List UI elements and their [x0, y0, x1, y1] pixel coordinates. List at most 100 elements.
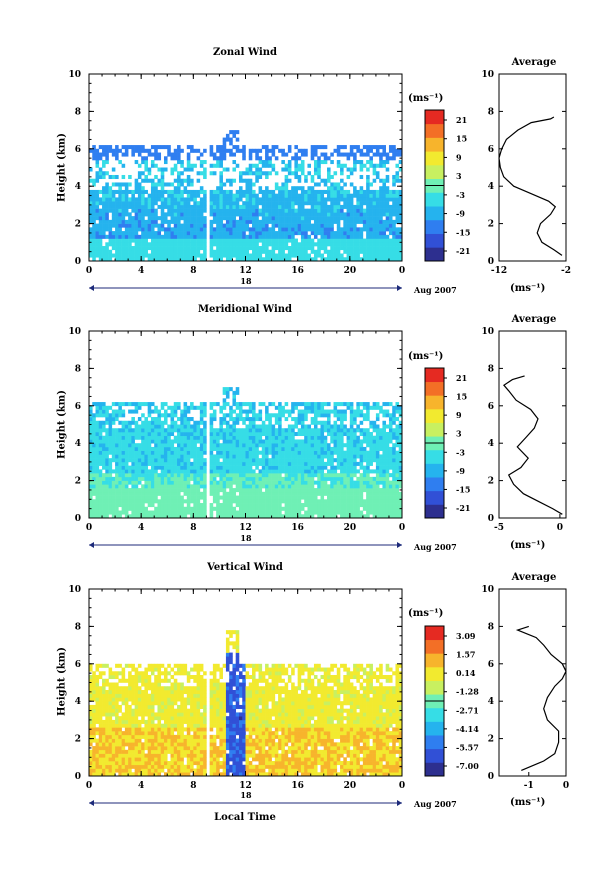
heatmap-cell — [245, 197, 250, 202]
heatmap-cell — [327, 402, 331, 407]
heatmap-cell — [323, 435, 328, 440]
heatmap-cell — [307, 171, 312, 176]
heatmap-cell — [255, 473, 259, 478]
heatmap-cell — [219, 152, 223, 157]
heatmap-cell — [124, 446, 129, 451]
heatmap-cell — [203, 439, 207, 444]
heatmap-cell — [372, 257, 377, 262]
heatmap-cell — [274, 417, 279, 422]
heatmap-cell — [310, 246, 315, 251]
heatmap-cell — [157, 246, 162, 251]
heatmap-cell — [105, 257, 109, 262]
heatmap-cell — [186, 182, 191, 187]
heatmap-cell — [108, 424, 113, 429]
heatmap-cell — [392, 156, 396, 161]
heatmap-cell — [193, 257, 197, 262]
heatmap-cell — [89, 484, 93, 489]
heatmap-cell — [369, 148, 373, 153]
heatmap-cell — [154, 193, 158, 198]
heatmap-cell — [297, 465, 302, 470]
heatmap-cell — [252, 417, 256, 422]
heatmap-cell — [89, 238, 93, 243]
heatmap-cell — [238, 402, 243, 407]
heatmap-cell — [340, 424, 344, 429]
heatmap-cell — [317, 473, 321, 478]
heatmap-cell — [111, 454, 116, 459]
heatmap-cell — [248, 473, 253, 478]
heatmap-cell — [144, 219, 148, 224]
heatmap-cell — [154, 234, 158, 239]
heatmap-cell — [274, 514, 279, 519]
heatmap-cell — [232, 130, 237, 135]
heatmap-cell — [366, 193, 370, 198]
heatmap-cell — [304, 439, 308, 444]
heatmap-cell — [147, 484, 152, 489]
heatmap-cell — [261, 454, 266, 459]
heatmap-cell — [340, 246, 344, 251]
heatmap-cell — [124, 495, 129, 500]
heatmap-cell — [242, 503, 246, 508]
heatmap-cell — [111, 167, 116, 172]
heatmap-cell — [274, 420, 279, 425]
heatmap-cell — [144, 446, 148, 451]
heatmap-cell — [157, 439, 162, 444]
heatmap-cell — [317, 435, 321, 440]
heatmap-cell — [137, 473, 142, 478]
heatmap-cell — [167, 219, 171, 224]
heatmap-cell — [320, 197, 325, 202]
heatmap-cell — [274, 480, 279, 485]
heatmap-cell — [392, 420, 396, 425]
heatmap-cell — [310, 428, 315, 433]
heatmap-cell — [124, 253, 129, 258]
heatmap-cell — [177, 402, 181, 407]
heatmap-cell — [121, 491, 126, 496]
heatmap-cell — [242, 488, 246, 493]
heatmap-cell — [252, 458, 256, 463]
heatmap-cell — [245, 450, 250, 455]
heatmap-cell — [209, 503, 214, 508]
heatmap-cell — [216, 458, 220, 463]
heatmap-cell — [330, 431, 334, 437]
heatmap-cell — [265, 238, 269, 243]
heatmap-cell — [212, 402, 217, 407]
heatmap-cell — [258, 476, 263, 481]
heatmap-cell — [300, 234, 305, 239]
heatmap-cell — [313, 499, 318, 504]
heatmap-cell — [111, 476, 116, 481]
heatmap-cell — [297, 178, 302, 183]
heatmap-cell — [284, 428, 289, 433]
heatmap-cell — [327, 178, 331, 183]
heatmap-cell — [137, 443, 142, 448]
heatmap-cell — [323, 413, 328, 418]
heatmap-cell — [294, 186, 298, 191]
heatmap-cell — [261, 201, 266, 206]
heatmap-cell — [375, 405, 380, 410]
heatmap-cell — [388, 420, 393, 425]
heatmap-cell — [177, 186, 181, 191]
heatmap-cell — [388, 145, 393, 150]
heatmap-cell — [313, 402, 318, 407]
heatmap-cell — [111, 253, 116, 258]
heatmap-cell — [317, 450, 321, 455]
heatmap-cell — [98, 223, 103, 228]
heatmap-cell — [268, 417, 272, 422]
heatmap-cell — [362, 417, 367, 422]
heatmap-cell — [150, 253, 155, 258]
heatmap-cell — [137, 491, 142, 496]
heatmap-cell — [238, 476, 243, 481]
heatmap-cell — [212, 152, 217, 157]
heatmap-cell — [366, 219, 370, 224]
heatmap-cell — [268, 163, 272, 168]
heatmap-cell — [349, 431, 354, 437]
heatmap-cell — [111, 246, 116, 251]
heatmap-cell — [255, 219, 259, 224]
heatmap-cell — [310, 201, 315, 206]
heatmap-cell — [150, 193, 155, 198]
heatmap-cell — [131, 495, 135, 500]
heatmap-cell — [229, 417, 233, 422]
heatmap-cell — [297, 193, 302, 198]
y-tick-label: 4 — [75, 182, 81, 192]
heatmap-cell — [369, 420, 373, 425]
heatmap-cell — [323, 249, 328, 254]
heatmap-cell — [291, 197, 295, 202]
